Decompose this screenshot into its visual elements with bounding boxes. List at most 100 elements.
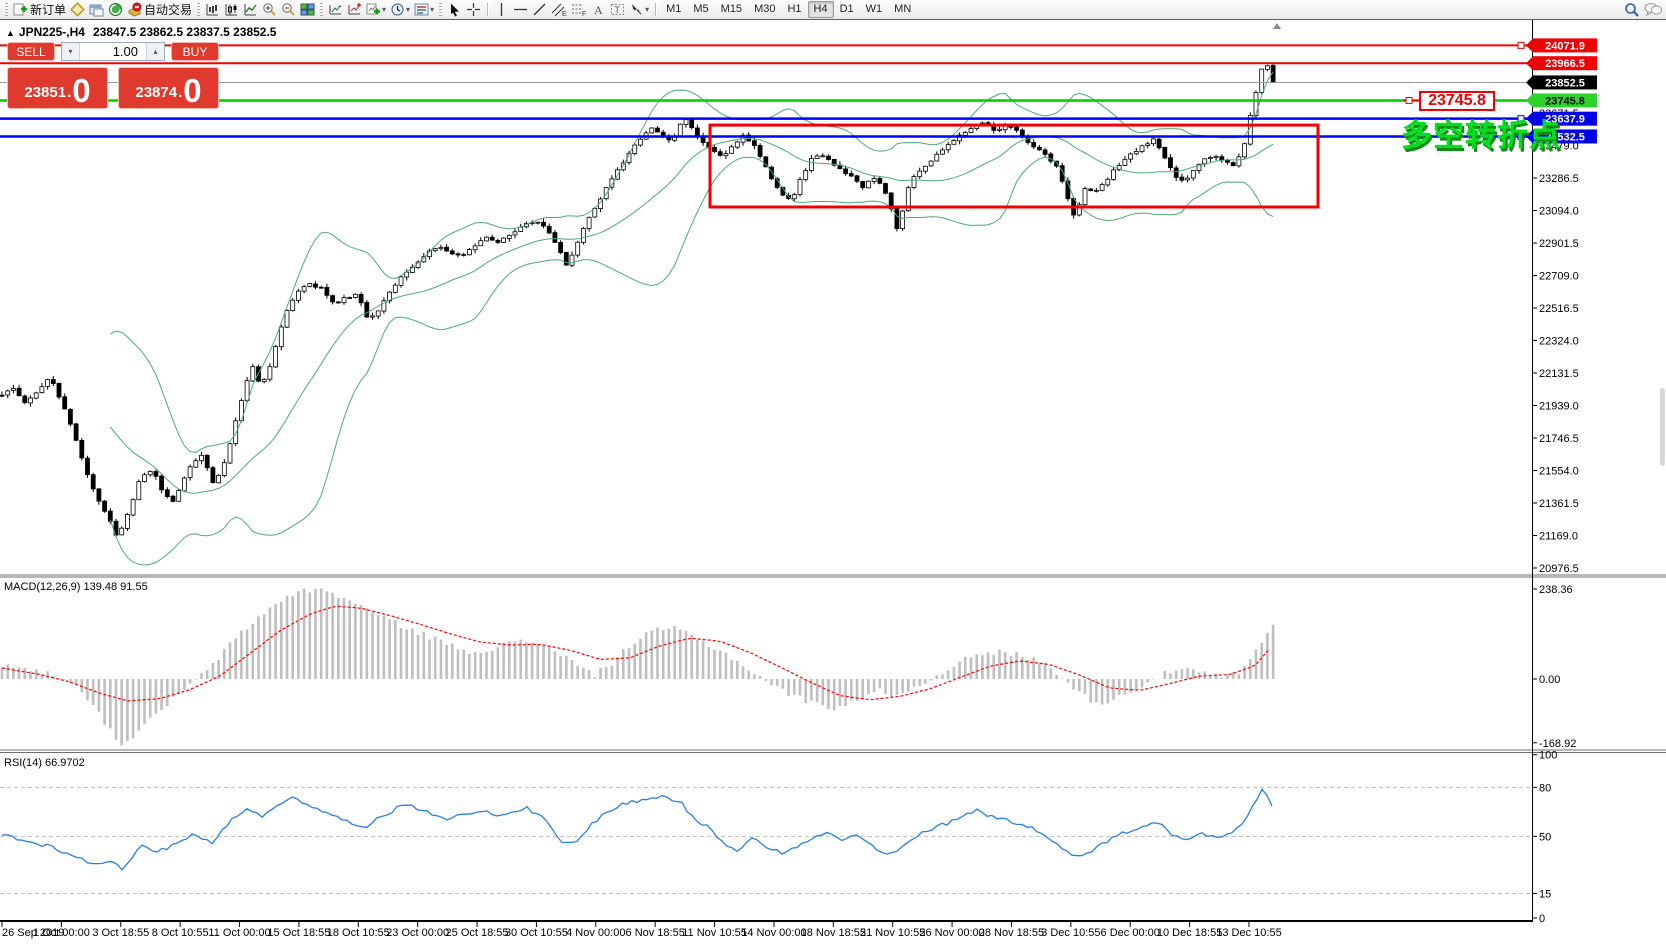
toolbar-grip	[320, 3, 324, 16]
consolidation-rectangle[interactable]	[708, 123, 1320, 209]
time-axis-label[interactable]: 6 Nov 18:55	[626, 927, 685, 939]
templates-dropdown-arrow[interactable]: ▾	[430, 5, 435, 14]
chart-window[interactable]: 24056.523864.023671.523479.023286.523094…	[0, 20, 1666, 945]
equidistant-channel-button[interactable]: E	[549, 1, 569, 18]
time-axis-label[interactable]: 28 Nov 18:55	[979, 927, 1044, 939]
buy-button[interactable]: BUY	[171, 42, 219, 61]
bar-chart-button[interactable]	[203, 1, 222, 18]
search-icon	[1625, 2, 1639, 17]
scrollbar-thumb[interactable]	[1660, 388, 1665, 466]
ohlc-values: 23847.5 23862.5 23837.5 23852.5	[92, 25, 277, 39]
horizontal-line-button[interactable]	[511, 1, 530, 18]
zoom-in-button[interactable]	[260, 1, 279, 18]
text-button[interactable]: A	[589, 1, 608, 18]
timeframe-m1[interactable]: M1	[666, 3, 682, 15]
chart-shift-marker[interactable]	[1273, 23, 1281, 29]
buy-price: 23874	[135, 84, 178, 101]
main-toolbar: 新订单 自动交易 ▾ ▾	[0, 0, 1666, 20]
svg-text:A: A	[594, 3, 603, 17]
time-axis-label[interactable]: 26 Sep 2019	[2, 927, 64, 939]
time-axis-label[interactable]: 15 Oct 18:55	[267, 927, 330, 939]
time-axis-label[interactable]: 30 Oct 10:55	[505, 927, 568, 939]
chart-title: ▲ JPN225-,H4 23847.5 23862.5 23837.5 23852…	[6, 25, 276, 39]
volume-decrease-button[interactable]: ▾	[62, 43, 80, 60]
time-axis-label[interactable]: 1 Oct 00:00	[33, 927, 90, 939]
candlestick-icon	[225, 4, 238, 16]
timeframe-w1[interactable]: W1	[865, 3, 883, 15]
buy-price-panel[interactable]: 23874. 0	[118, 67, 219, 109]
time-axis-label[interactable]: 23 Oct 00:00	[386, 927, 449, 939]
timeframe-m15[interactable]: M15	[720, 3, 743, 15]
svg-text:23094.0: 23094.0	[1539, 206, 1579, 218]
timeframe-h4[interactable]: H4	[807, 1, 834, 18]
time-axis-label[interactable]: 8 Oct 10:55	[152, 927, 209, 939]
line-chart-button[interactable]	[241, 1, 260, 18]
autotrading-icon	[128, 2, 142, 17]
timeframe-mn[interactable]: MN	[894, 3, 912, 15]
time-axis-label[interactable]: 14 Nov 00:00	[741, 927, 806, 939]
candlestick-button[interactable]	[222, 1, 241, 18]
svg-text:22324.0: 22324.0	[1539, 336, 1579, 348]
chart-window-button[interactable]	[326, 1, 345, 18]
svg-text:0: 0	[1539, 913, 1545, 925]
indicators-dropdown-arrow[interactable]: ▾	[382, 5, 387, 14]
line-handle[interactable]	[1517, 41, 1525, 49]
indicator-window-icon	[348, 3, 362, 15]
volume-value[interactable]: 1.00	[112, 44, 138, 59]
time-axis-label[interactable]: 21 Nov 10:55	[860, 927, 925, 939]
tile-windows-button[interactable]	[298, 1, 317, 18]
time-axis-label[interactable]: 3 Dec 10:55	[1041, 927, 1100, 939]
cursor-button[interactable]	[445, 1, 464, 18]
volume-increase-button[interactable]: ▴	[146, 43, 164, 60]
metaeditor-icon	[70, 2, 85, 17]
vertical-line-button[interactable]	[492, 1, 511, 18]
time-axis-label[interactable]: 4 Nov 00:00	[566, 927, 625, 939]
collapse-triangle-icon[interactable]: ▲	[6, 28, 15, 38]
timeframe-m5[interactable]: M5	[693, 3, 709, 15]
time-axis-label[interactable]: 10 Dec 18:55	[1157, 927, 1222, 939]
templates-button[interactable]: ▾	[412, 1, 436, 18]
chat-button[interactable]	[1642, 1, 1664, 18]
time-axis-label[interactable]: 13 Dec 10:55	[1216, 927, 1281, 939]
line-handle[interactable]	[1517, 115, 1525, 123]
arrows-dropdown-arrow[interactable]: ▾	[645, 5, 650, 14]
time-axis-label[interactable]: 11 Nov 10:55	[682, 927, 747, 939]
time-axis-label[interactable]: 6 Dec 00:00	[1101, 927, 1160, 939]
indicators-button[interactable]: ▾	[364, 1, 388, 18]
search-button[interactable]	[1622, 1, 1642, 18]
timeframe-h1[interactable]: H1	[787, 3, 802, 15]
text-label-icon: T	[611, 4, 625, 15]
metaeditor-button[interactable]	[68, 1, 87, 18]
callout-handle[interactable]	[1405, 96, 1413, 104]
autotrading-label: 自动交易	[144, 3, 193, 17]
sell-price-panel[interactable]: 23851. 0	[7, 67, 108, 109]
time-axis-label[interactable]: 3 Oct 18:55	[92, 927, 149, 939]
time-axis-label[interactable]: 26 Nov 00:00	[919, 927, 984, 939]
rsi-indicator-label: RSI(14) 66.9702	[4, 757, 85, 769]
price-callout-label[interactable]: 23745.8	[1419, 91, 1495, 111]
time-axis-label[interactable]: 11 Oct 00:00	[208, 927, 270, 939]
sell-button[interactable]: SELL	[7, 42, 55, 61]
market-watch-button[interactable]	[87, 1, 106, 18]
svg-text:21169.0: 21169.0	[1539, 531, 1578, 543]
time-axis-label[interactable]: 18 Oct 10:55	[327, 927, 390, 939]
trendline-button[interactable]	[530, 1, 549, 18]
time-axis-label[interactable]: 18 Nov 18:55	[801, 927, 866, 939]
navigator-button[interactable]	[106, 1, 125, 18]
autotrading-button[interactable]: 自动交易	[125, 1, 194, 18]
timeframe-m30[interactable]: M30	[754, 3, 776, 15]
timeframe-d1[interactable]: D1	[839, 3, 854, 15]
fibonacci-button[interactable]: F	[569, 1, 589, 18]
time-axis-label[interactable]: 25 Oct 18:55	[446, 927, 509, 939]
periods-dropdown-arrow[interactable]: ▾	[406, 5, 411, 14]
indicator-window-button[interactable]	[345, 1, 364, 18]
chart-canvas[interactable]: 24056.523864.023671.523479.023286.523094…	[0, 20, 1666, 945]
crosshair-button[interactable]	[464, 1, 483, 18]
new-order-button[interactable]: 新订单	[11, 1, 68, 18]
text-label-button[interactable]: T	[608, 1, 627, 18]
line-handle[interactable]	[1517, 132, 1525, 140]
arrows-button[interactable]: ▾	[627, 1, 651, 18]
periods-button[interactable]: ▾	[388, 1, 412, 18]
turning-point-annotation[interactable]: 多空转折点	[1401, 118, 1561, 153]
zoom-out-button[interactable]	[279, 1, 298, 18]
